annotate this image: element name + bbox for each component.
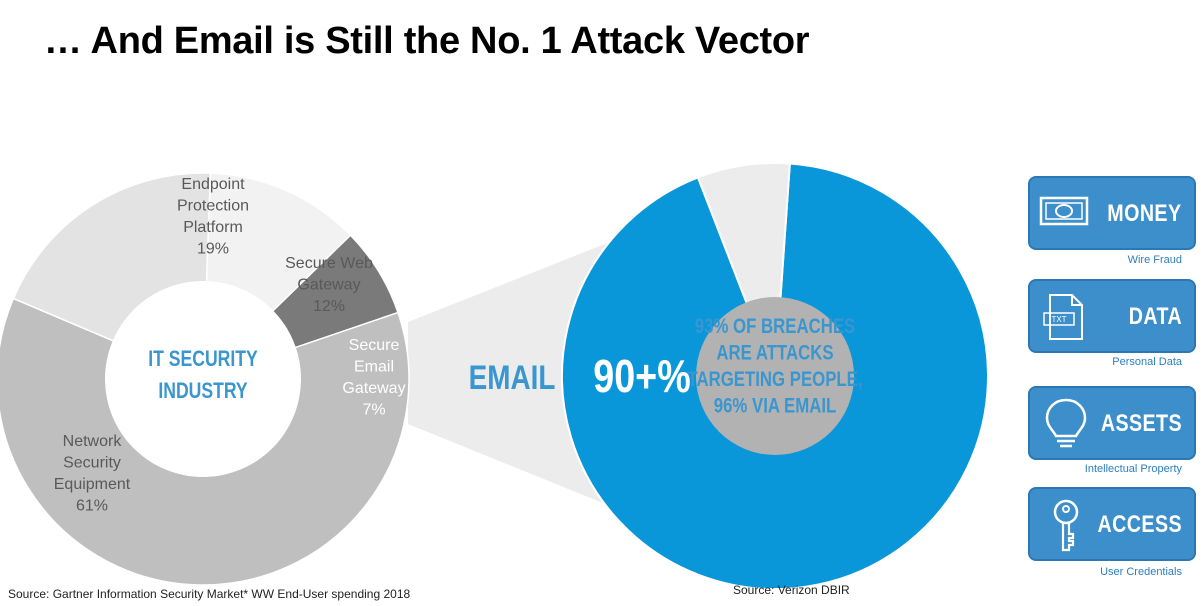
slice-name-label: Protection [177, 198, 249, 215]
card-assets: ASSETS [1028, 386, 1196, 460]
slice-name-label: Platform [183, 219, 243, 236]
key-icon [1053, 499, 1079, 552]
card-title: ASSETS [1100, 410, 1182, 437]
donut-hole [105, 281, 301, 477]
slice-value-label: 61% [76, 498, 108, 515]
slice-name-label: Gateway [342, 380, 405, 397]
card-subtitle: Intellectual Property [1084, 463, 1182, 475]
email-connector [408, 236, 625, 512]
pie-center-label: 93% OF BREACHES [695, 315, 855, 338]
document-txt-icon: TXT [1043, 294, 1083, 340]
slice-name-label: Gateway [297, 277, 360, 294]
donut-center-label-line1: IT SECURITY [148, 347, 257, 371]
slice-name-label: Secure Web [285, 255, 373, 272]
slice-name-label: Secure [349, 337, 400, 354]
card-access: ACCESS [1028, 487, 1196, 561]
email-label: EMAIL [469, 358, 556, 396]
slice-name-label: Email [354, 359, 394, 376]
pie-value-label: 90+% [593, 350, 690, 401]
verizon-source: Source: Verizon DBIR [733, 583, 850, 597]
pie-center-label: ARE ATTACKS [716, 342, 833, 365]
slice-value-label: 7% [362, 402, 385, 419]
money-icon [1039, 196, 1089, 226]
slice-value-label: 19% [197, 241, 229, 258]
slice-name-label: Endpoint [181, 176, 245, 193]
gartner-source: Source: Gartner Information Security Mar… [8, 587, 411, 601]
card-data: TXT DATA [1028, 279, 1196, 353]
svg-text:TXT: TXT [1051, 315, 1066, 324]
pie-center-label: TARGETING PEOPLE, [687, 368, 862, 391]
pie-center-label: 96% VIA EMAIL [714, 395, 837, 418]
card-title: DATA [1128, 303, 1182, 330]
card-subtitle: Personal Data [1112, 356, 1182, 368]
card-title: MONEY [1107, 200, 1182, 227]
donut-center-label-line2: INDUSTRY [158, 379, 247, 403]
lightbulb-icon [1045, 398, 1087, 448]
card-title: ACCESS [1097, 511, 1182, 538]
card-money: MONEY [1028, 176, 1196, 250]
card-subtitle: User Credentials [1100, 566, 1182, 578]
slice-value-label: 12% [313, 298, 345, 315]
pie-center-disc [696, 297, 854, 455]
slice-name-label: Security [63, 455, 121, 472]
slice-name-label: Equipment [54, 476, 131, 493]
card-subtitle: Wire Fraud [1127, 254, 1182, 266]
slice-name-label: Network [63, 433, 123, 450]
page-title: … And Email is Still the No. 1 Attack Ve… [44, 20, 810, 62]
